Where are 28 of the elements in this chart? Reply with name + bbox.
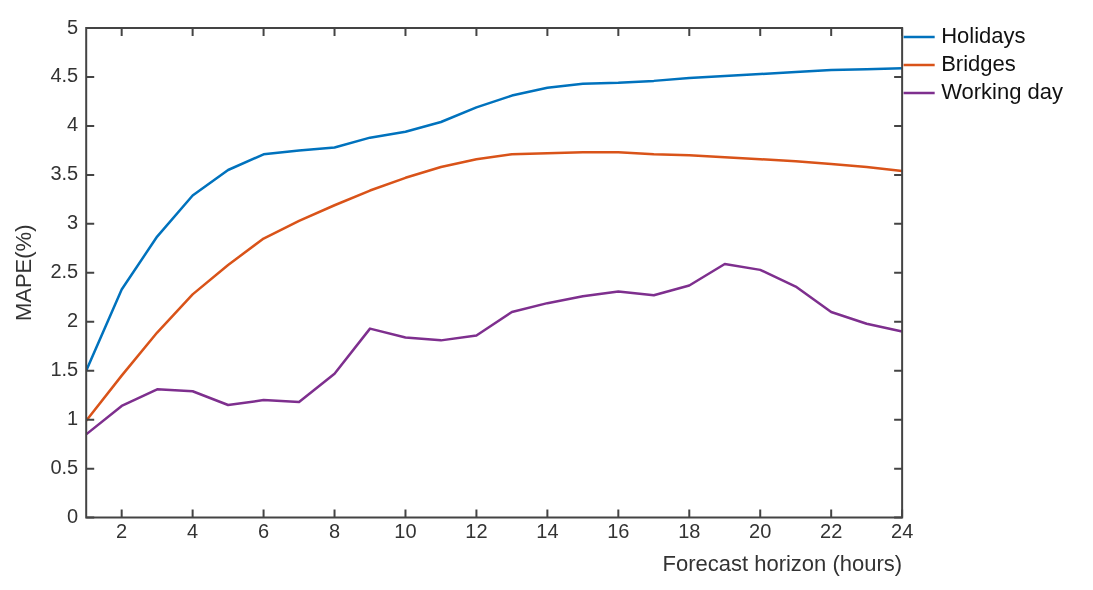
x-tick-label: 14 <box>536 520 559 543</box>
y-tick-label: 1 <box>67 407 79 430</box>
y-tick-label: 1.5 <box>50 358 79 381</box>
x-tick-label: 16 <box>607 520 630 543</box>
x-tick-label: 10 <box>394 520 417 543</box>
x-tick-label: 8 <box>328 520 341 543</box>
x-tick-label: 22 <box>820 520 843 543</box>
x-tick-label: 20 <box>749 520 772 543</box>
legend-label: Working day <box>941 79 1063 105</box>
y-tick-label: 2.5 <box>50 260 79 283</box>
x-axis-title: Forecast horizon (hours) <box>662 550 903 576</box>
y-tick-label: 2 <box>67 309 79 332</box>
x-tick-label: 12 <box>465 520 488 543</box>
x-tick-label: 24 <box>891 520 914 543</box>
y-axis-title: MAPE(%) <box>11 224 37 322</box>
x-tick-label: 4 <box>187 520 199 543</box>
y-tick-label: 0.5 <box>50 456 79 479</box>
y-tick-label: 3 <box>67 211 79 234</box>
y-tick-label: 4.5 <box>50 64 79 87</box>
x-tick-label: 2 <box>116 520 128 543</box>
x-tick-label: 18 <box>678 520 701 543</box>
legend-label: Bridges <box>941 51 1016 77</box>
y-tick-label: 3.5 <box>50 162 79 185</box>
y-tick-label: 0 <box>67 505 79 528</box>
x-tick-label: 6 <box>258 520 270 543</box>
legend-label: Holidays <box>941 23 1026 49</box>
y-tick-label: 4 <box>67 113 79 136</box>
y-tick-label: 5 <box>67 15 79 38</box>
